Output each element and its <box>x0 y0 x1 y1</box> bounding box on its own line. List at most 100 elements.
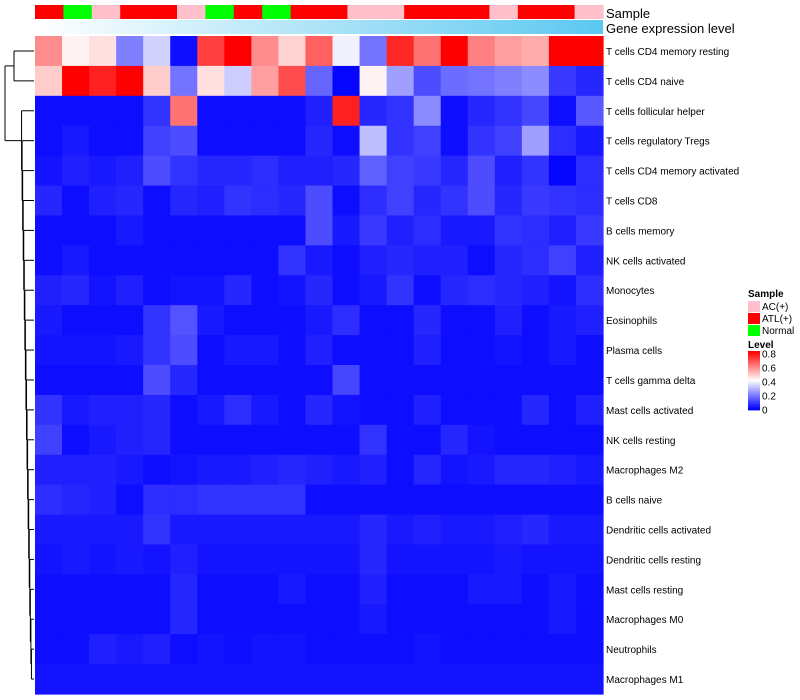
heatmap-cell <box>521 305 550 336</box>
level-tick-label: 0.4 <box>762 378 776 389</box>
sample-annotation-cell <box>546 5 576 19</box>
heatmap-cell <box>170 574 198 605</box>
heatmap-cell <box>386 335 415 366</box>
heatmap-cell <box>386 125 415 157</box>
level-colorbar-step <box>748 381 760 384</box>
heatmap-cell <box>521 125 550 157</box>
heatmap-cell <box>575 634 604 665</box>
level-colorbar-step <box>748 398 760 401</box>
heatmap-cell <box>251 454 280 486</box>
heatmap-cell <box>116 664 144 695</box>
heatmap-cell <box>35 365 63 396</box>
heatmap-cell <box>494 245 523 276</box>
heatmap-cell <box>305 484 334 516</box>
level-colorbar-step <box>748 380 760 383</box>
legend-swatch <box>748 313 760 324</box>
sample-annotation-cell <box>319 5 348 19</box>
sample-annotation-cell <box>35 5 64 19</box>
heatmap-cell <box>575 305 604 336</box>
heatmap-cell <box>224 484 252 516</box>
heatmap-cell <box>548 185 577 217</box>
heatmap-cell <box>467 185 496 217</box>
heatmap-cell <box>278 65 307 97</box>
legend: Sample AC(+)ATL(+)Normal Level 0.8 0.6 0.4… <box>748 289 794 417</box>
heatmap-cell <box>278 574 307 605</box>
heatmap-cell <box>386 664 415 695</box>
heatmap-cell <box>467 95 496 127</box>
heatmap-cell <box>143 335 171 366</box>
level-colorbar-step <box>748 373 760 376</box>
heatmap-cell <box>575 394 604 426</box>
heatmap-cell <box>548 634 577 665</box>
heatmap-cell <box>251 185 280 217</box>
heatmap-cell <box>89 394 117 426</box>
heatmap-cell <box>521 394 550 426</box>
heatmap-cell <box>143 424 171 456</box>
heatmap-cell <box>332 275 361 306</box>
heatmap-cell <box>467 394 496 426</box>
heatmap-cell <box>305 424 334 456</box>
heatmap-cell <box>62 335 90 366</box>
legend-label: ATL(+) <box>762 314 792 325</box>
heatmap-cell <box>224 65 252 97</box>
heatmap-cell <box>548 36 577 67</box>
heatmap-cell <box>467 125 496 157</box>
level-colorbar-step <box>748 376 760 378</box>
heatmap-cell <box>197 275 225 306</box>
heatmap-cell <box>89 424 117 456</box>
row-label: NK cells resting <box>606 436 675 447</box>
heatmap-cell <box>170 65 198 97</box>
heatmap-cell <box>440 514 469 546</box>
heatmap-cell <box>332 424 361 456</box>
heatmap-cell <box>386 65 415 97</box>
heatmap-cell <box>35 275 63 306</box>
heatmap-cell <box>413 36 442 67</box>
heatmap-cell <box>251 544 280 575</box>
heatmap-cell <box>251 305 280 336</box>
heatmap-cell <box>62 604 90 635</box>
heatmap-cell <box>62 544 90 575</box>
heatmap-cell <box>35 305 63 336</box>
heatmap-cell <box>197 245 225 276</box>
heatmap-cell <box>521 275 550 306</box>
heatmap-cell <box>62 65 90 97</box>
heatmap-cell <box>575 125 604 157</box>
heatmap-cell <box>467 604 496 635</box>
heatmap-cell <box>413 664 442 695</box>
heatmap-cell <box>62 95 90 127</box>
heatmap-cell <box>35 65 63 97</box>
heatmap-cell <box>170 275 198 306</box>
heatmap-cell <box>494 95 523 127</box>
heatmap-cell <box>575 275 604 306</box>
heatmap-cell <box>62 454 90 486</box>
row-label: Monocytes <box>606 286 654 297</box>
heatmap-cell <box>251 155 280 187</box>
heatmap-cell <box>224 424 252 456</box>
heatmap-cell <box>467 365 496 396</box>
heatmap-cell <box>494 484 523 516</box>
heatmap-cell <box>575 604 604 635</box>
heatmap-cell <box>467 155 496 187</box>
heatmap-cell <box>575 664 604 695</box>
heatmap-cell <box>575 185 604 217</box>
level-colorbar-step <box>748 351 760 353</box>
level-colorbar-step <box>748 387 760 390</box>
sample-annotation-cell <box>233 5 263 19</box>
level-colorbar-step <box>748 384 760 387</box>
heatmap-cell <box>332 574 361 605</box>
heatmap-cell <box>143 215 171 246</box>
row-label: T cells follicular helper <box>606 107 705 118</box>
heatmap-cell <box>170 215 198 246</box>
level-colorbar-step <box>748 401 760 404</box>
heatmap-cell <box>575 424 604 456</box>
level-colorbar-step <box>748 402 760 405</box>
heatmap-cell <box>116 36 144 67</box>
heatmap-cell <box>89 215 117 246</box>
row-label: T cells gamma delta <box>606 376 696 387</box>
heatmap-cell <box>494 36 523 67</box>
legend-label: Normal <box>762 326 794 337</box>
heatmap-cell <box>251 365 280 396</box>
gene-expression-gradient-bar <box>35 20 603 34</box>
level-colorbar-step <box>748 399 760 402</box>
heatmap-cell <box>197 634 225 665</box>
